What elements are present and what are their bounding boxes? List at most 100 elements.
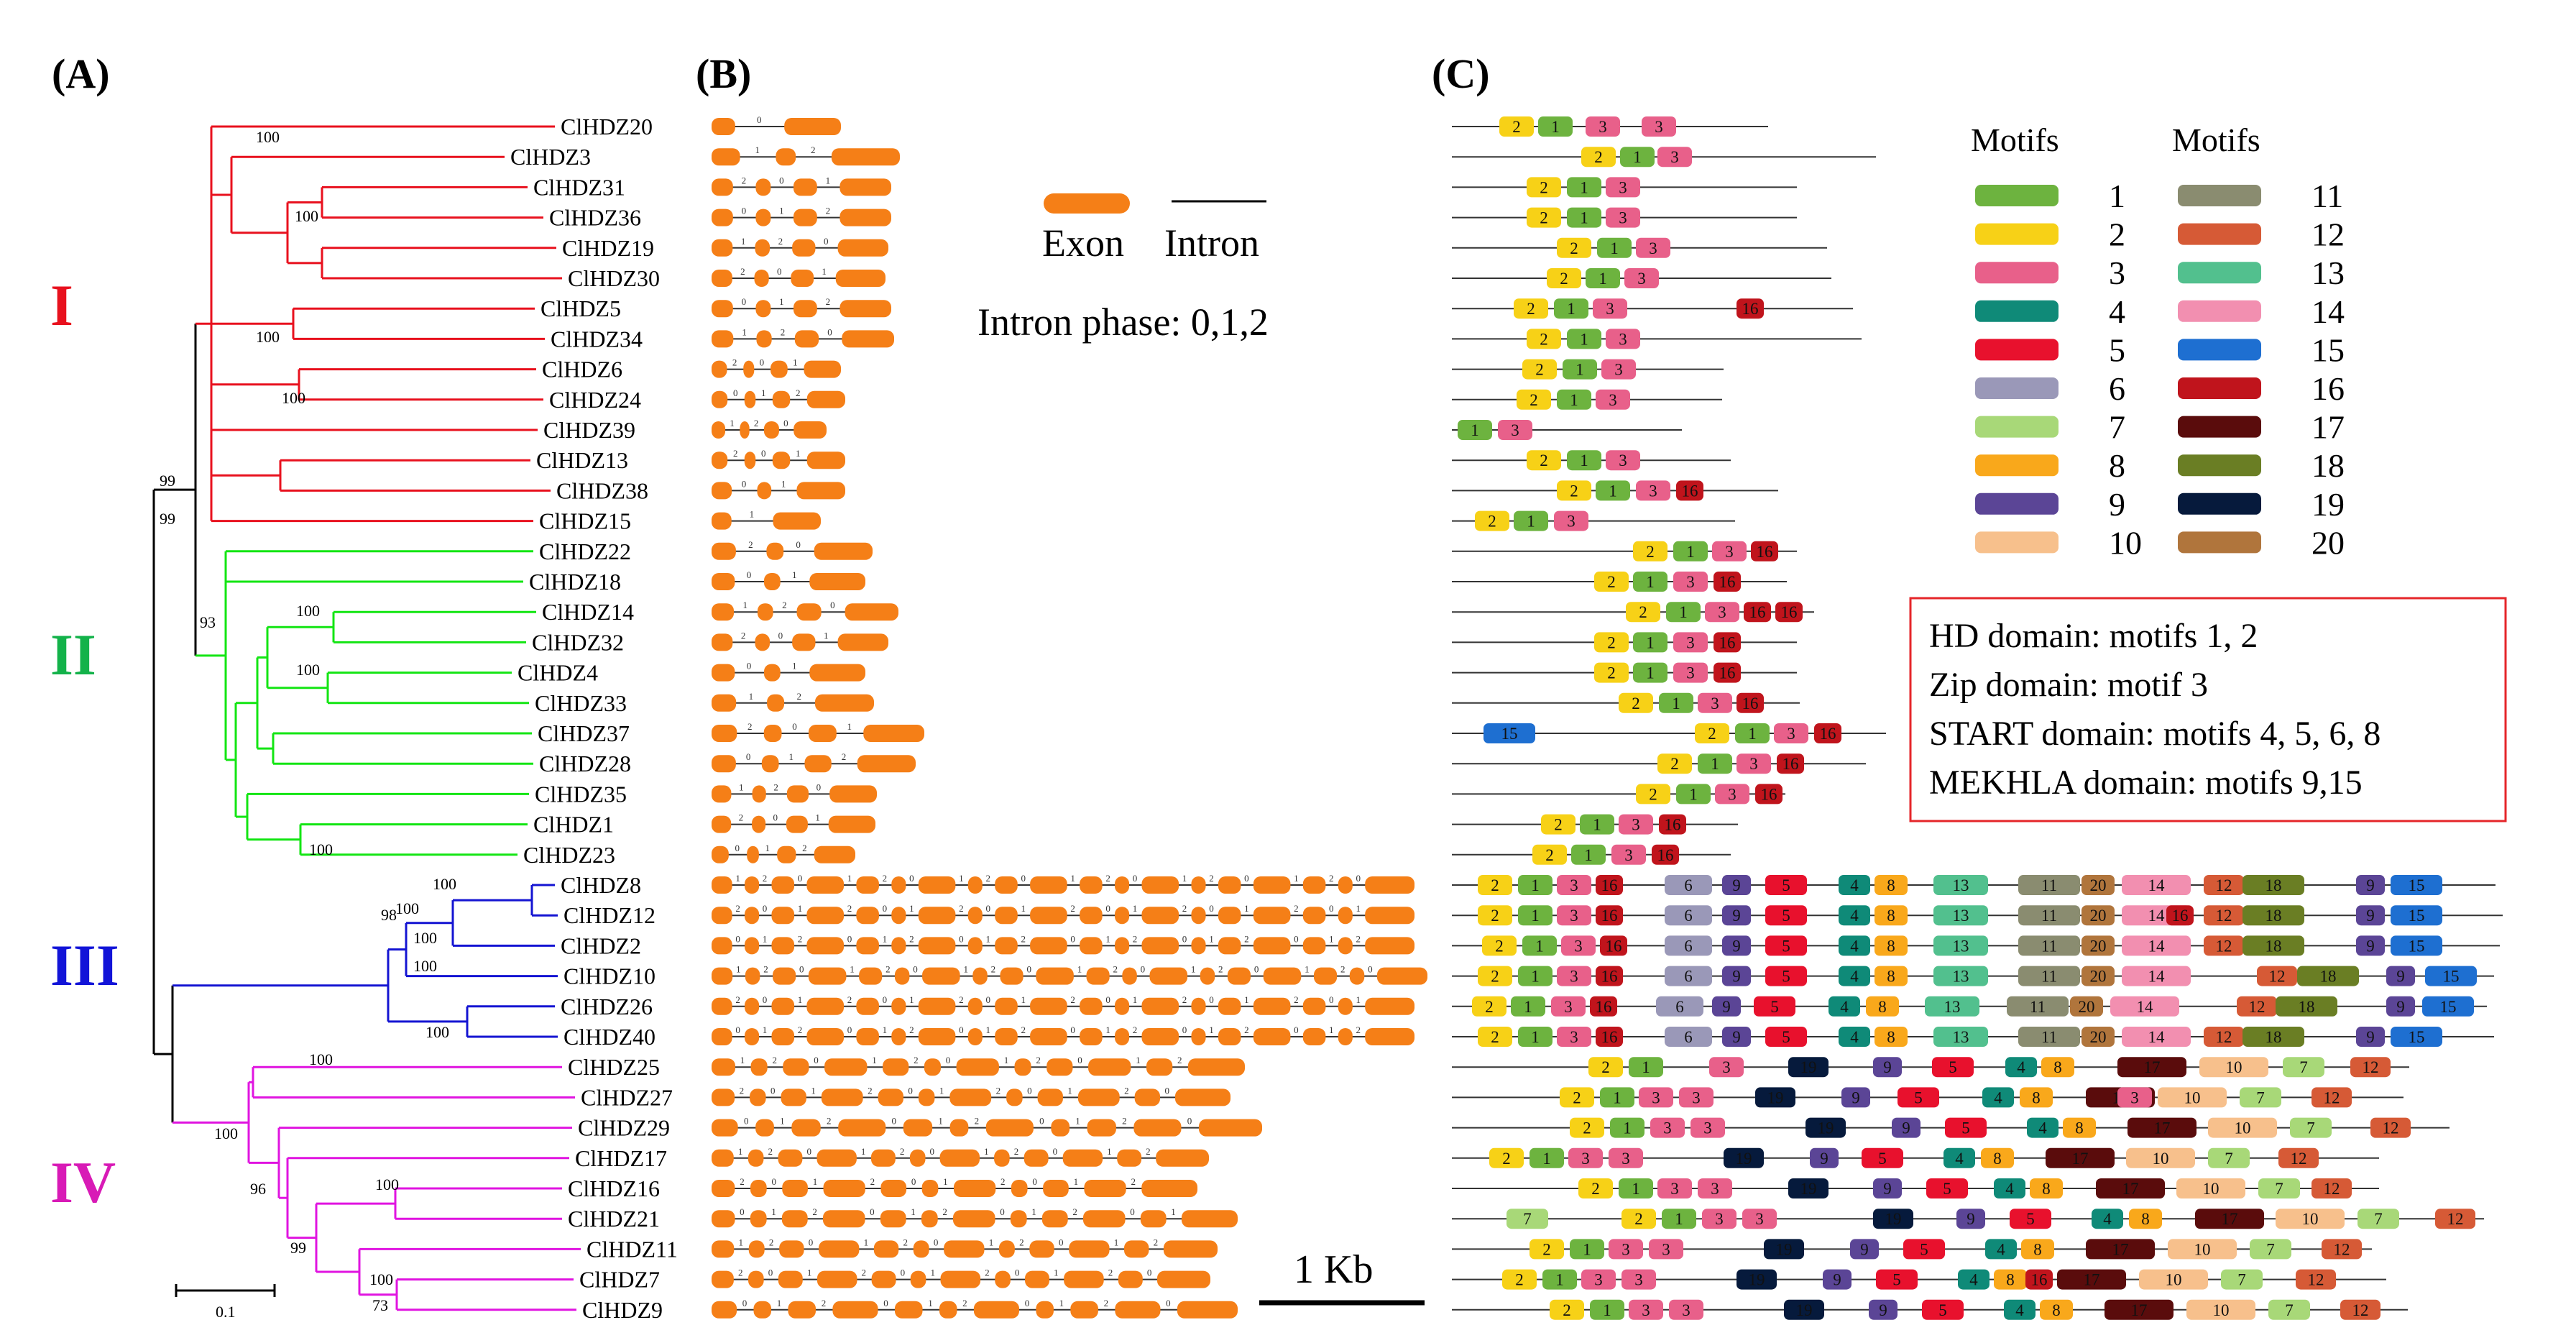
exon	[995, 907, 1018, 925]
tree-scale-bar: 0.1	[175, 1284, 276, 1321]
intron-phase: 2	[798, 933, 803, 944]
exon	[1218, 997, 1241, 1015]
motif-9	[1956, 1209, 1985, 1229]
motif-number: 3	[1755, 1210, 1764, 1228]
motif-12	[2257, 966, 2297, 986]
motif-number: 1	[1580, 452, 1588, 469]
motif-number: 12	[2334, 1240, 2350, 1258]
intron-phase: 1	[765, 843, 770, 853]
motif-row: 2 1 3 16 6 9 5 4 8 13 11 20 14 12 18 9 15	[1452, 996, 2487, 1017]
exon	[744, 390, 756, 408]
intron-phase: 0	[1254, 964, 1259, 975]
intron-phase: 0	[1027, 1085, 1032, 1096]
intron-phase: 1	[779, 296, 784, 307]
intron-phase: 0	[761, 448, 766, 459]
motif-number: 5	[1938, 1301, 1947, 1319]
motif-9	[1873, 1178, 1902, 1198]
intron-phase: 0	[809, 1237, 814, 1247]
motif-12	[2204, 1027, 2244, 1047]
motif-number: 3	[1609, 391, 1617, 409]
exon	[755, 633, 770, 651]
motif-number: 4	[2005, 1180, 2014, 1198]
motif-number: 10	[2213, 1301, 2230, 1319]
motif-8	[1874, 1027, 1908, 1047]
bootstrap-value: 100	[369, 1270, 393, 1288]
motif-2	[1695, 723, 1729, 743]
motif-row: 2 1 3 16	[1452, 692, 1800, 713]
exon	[918, 937, 956, 955]
motif-number: 1	[1613, 1088, 1622, 1106]
motif-number: 12	[2447, 1210, 2464, 1228]
motif-number: 14	[2148, 876, 2166, 894]
intron-phase: 1	[872, 1055, 877, 1065]
exon	[1080, 907, 1103, 925]
gene-scale-bar: 1 Kb	[1259, 1247, 1425, 1306]
motif-1	[1538, 116, 1573, 137]
motif-number: 3	[1703, 1119, 1712, 1137]
motif-number: 3	[1686, 573, 1695, 591]
motif-number: 16	[1820, 725, 1836, 743]
domain-box: HD domain: motifs 1, 2 Zip domain: motif…	[1909, 597, 2507, 822]
motif-9	[1722, 905, 1751, 926]
intron-phase: 0	[1182, 933, 1187, 944]
motif-7	[1506, 1209, 1548, 1229]
exon	[1141, 937, 1179, 955]
intron-phase: 2	[1154, 1237, 1159, 1247]
exon	[1115, 876, 1130, 894]
motif-number: 4	[2015, 1301, 2024, 1319]
exon	[712, 907, 732, 925]
intron-phase: 0	[913, 964, 918, 975]
exon	[967, 907, 983, 925]
exon	[791, 1119, 821, 1137]
exon	[791, 270, 814, 287]
motif-number: 9	[1820, 1150, 1828, 1168]
exon	[1070, 1301, 1098, 1319]
exon	[891, 1028, 906, 1045]
motif-number: 2	[1512, 118, 1521, 136]
motif-legend-swatch	[2178, 416, 2261, 438]
exon	[1087, 1119, 1116, 1137]
motif-number: 4	[1994, 1088, 2002, 1106]
motif-number: 5	[1782, 1028, 1790, 1046]
motif-number: 7	[2275, 1180, 2283, 1198]
motif-number: 10	[2302, 1210, 2319, 1228]
motif-number: 14	[2148, 907, 2166, 925]
intron-phase: 1	[1054, 1268, 1059, 1278]
exon	[712, 1210, 735, 1228]
motif-number: 2	[1488, 513, 1496, 531]
motif-8	[2129, 1209, 2162, 1229]
motif-row: 2 1 3 16 6 9 5 4 8 13 11 20 14 16 12 18 9 15	[1452, 905, 2503, 926]
exon	[712, 937, 732, 955]
motif-number: 17	[2084, 1271, 2100, 1289]
exon	[1191, 907, 1206, 925]
intron-phase: 2	[827, 1116, 832, 1127]
intron-phase: 1	[1191, 964, 1196, 975]
intron-phase: 2	[886, 964, 891, 975]
motif-number: 3	[1649, 239, 1657, 257]
motif-9	[2386, 996, 2415, 1017]
intron-phase: 0	[1187, 1116, 1192, 1127]
motif-number: 3	[1511, 421, 1519, 439]
motif-number: 17	[2144, 1058, 2161, 1076]
exon	[712, 118, 735, 135]
motif-row: 2 1 3 19 9 5 4 8 17 10 7 12	[1452, 1057, 2409, 1078]
motif-13	[1933, 905, 1988, 926]
intron-phase: 2	[1294, 903, 1299, 914]
exon	[1253, 997, 1291, 1015]
gene-structure: 1 2 0 1 2 0 1 2 0 1 2	[712, 1237, 1218, 1258]
motif-number: 2	[1495, 937, 1504, 955]
exon	[880, 1210, 906, 1228]
motif-legend-number: 9	[2109, 486, 2125, 523]
intron-phase: 0	[1147, 1268, 1152, 1278]
motif-12	[2278, 1147, 2319, 1168]
exon	[806, 876, 845, 894]
motif-2	[1557, 237, 1591, 258]
motif-number: 12	[2269, 968, 2286, 986]
motif-9	[1841, 1087, 1870, 1108]
exon	[1191, 876, 1206, 894]
intron-phase: 1	[1294, 873, 1299, 884]
motif-number: 2	[1583, 1119, 1591, 1137]
